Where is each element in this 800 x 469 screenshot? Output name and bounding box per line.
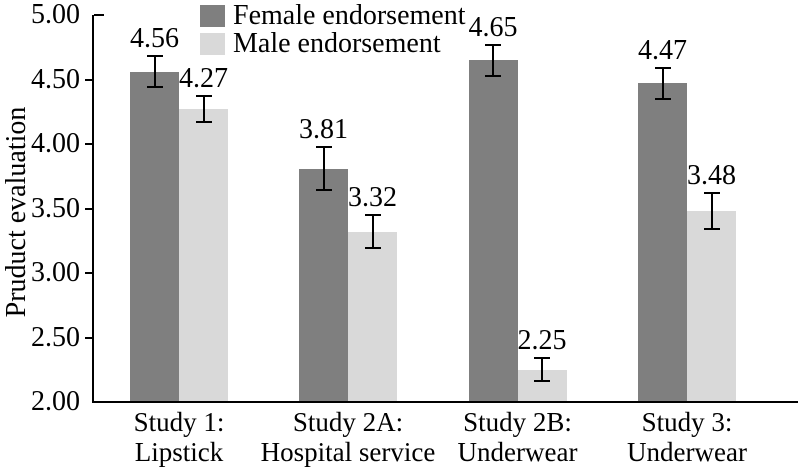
- error-bar-cap-top: [534, 357, 550, 360]
- x-axis-line: [92, 401, 798, 403]
- bar-value-label: 2.25: [517, 325, 567, 357]
- bar: [299, 168, 348, 402]
- error-bar: [371, 214, 374, 249]
- bar: [468, 60, 518, 402]
- legend-item: Female endorsement: [200, 0, 466, 31]
- x-tick-label-line: Study 1:: [133, 407, 225, 437]
- error-bar-cap-top: [654, 66, 671, 69]
- bar: [687, 211, 736, 402]
- error-bar-cap-bottom: [534, 380, 550, 383]
- error-bar-cap-bottom: [315, 189, 332, 192]
- bar: [348, 231, 397, 402]
- bar: [638, 83, 687, 402]
- x-tick-label-line: Study 2A:: [292, 407, 404, 437]
- x-tick-label: Study 3: Underwear: [567, 407, 800, 467]
- bar-value-label: 4.47: [638, 34, 687, 66]
- y-tick-label: 3.50: [31, 192, 80, 224]
- error-bar: [541, 358, 543, 382]
- legend-label: Female endorsement: [233, 0, 466, 31]
- error-bar-cap-bottom: [703, 228, 720, 231]
- error-bar: [661, 67, 664, 99]
- bar-value-label: 4.65: [468, 11, 518, 43]
- error-bar-cap-top: [703, 192, 720, 195]
- error-bar-cap-bottom: [146, 86, 163, 89]
- error-bar-cap-top: [485, 43, 501, 46]
- error-bar-cap-bottom: [485, 74, 501, 77]
- error-bar-cap-bottom: [364, 247, 381, 250]
- bar: [130, 71, 179, 402]
- y-tick: [85, 336, 92, 339]
- legend-swatch: [200, 32, 225, 55]
- bar-value-label: 4.56: [130, 23, 179, 55]
- y-tick: [85, 78, 92, 81]
- error-bar-cap-top: [195, 95, 212, 98]
- error-bar-cap-top: [315, 145, 332, 148]
- y-tick-label: 3.00: [31, 257, 80, 288]
- error-bar: [710, 193, 713, 230]
- y-tick-label: 2.00: [31, 386, 80, 417]
- bar-value-label: 3.32: [348, 181, 397, 213]
- legend-label: Male endorsement: [233, 27, 441, 59]
- error-bar: [153, 56, 156, 88]
- error-bar-cap-bottom: [654, 97, 671, 100]
- x-tick-label-line: Study 2B:: [463, 407, 572, 437]
- y-axis-top-tick: [94, 14, 104, 16]
- bar-value-label: 4.27: [179, 63, 228, 95]
- error-bar: [322, 146, 325, 191]
- y-tick: [85, 272, 92, 274]
- y-tick-label: 2.50: [31, 321, 80, 353]
- legend: Female endorsement Male endorsement: [200, 0, 466, 59]
- y-tick: [85, 143, 92, 145]
- y-tick-label: 4.50: [31, 63, 80, 95]
- x-tick-label: Study 2A: Hospital service: [228, 407, 468, 467]
- x-tick-label: Study 2B: Underwear: [398, 407, 638, 467]
- x-tick-label-line: Study 3:: [641, 407, 733, 437]
- y-tick-label: 5.00: [31, 0, 80, 30]
- x-tick-label-line: Lipstick: [134, 437, 224, 467]
- legend-item: Male endorsement: [200, 27, 465, 59]
- bar-value-label: 3.81: [299, 113, 348, 145]
- legend-swatch: [200, 4, 225, 27]
- error-bar: [492, 44, 494, 76]
- x-tick-label: Study 1: Lipstick: [59, 407, 299, 467]
- x-tick-label-line: Underwear: [457, 437, 578, 467]
- bar-value-label: 3.48: [687, 160, 736, 192]
- error-bar-cap-bottom: [195, 121, 212, 124]
- y-tick: [85, 207, 92, 210]
- x-tick-label-line: Hospital service: [260, 437, 436, 467]
- bar: [179, 109, 228, 402]
- error-bar-cap-top: [364, 213, 381, 216]
- y-axis-line: [92, 15, 94, 403]
- error-bar: [202, 96, 205, 123]
- error-bar-cap-top: [146, 55, 163, 58]
- y-tick-label: 4.00: [31, 128, 80, 159]
- x-tick-label-line: Underwear: [627, 437, 747, 467]
